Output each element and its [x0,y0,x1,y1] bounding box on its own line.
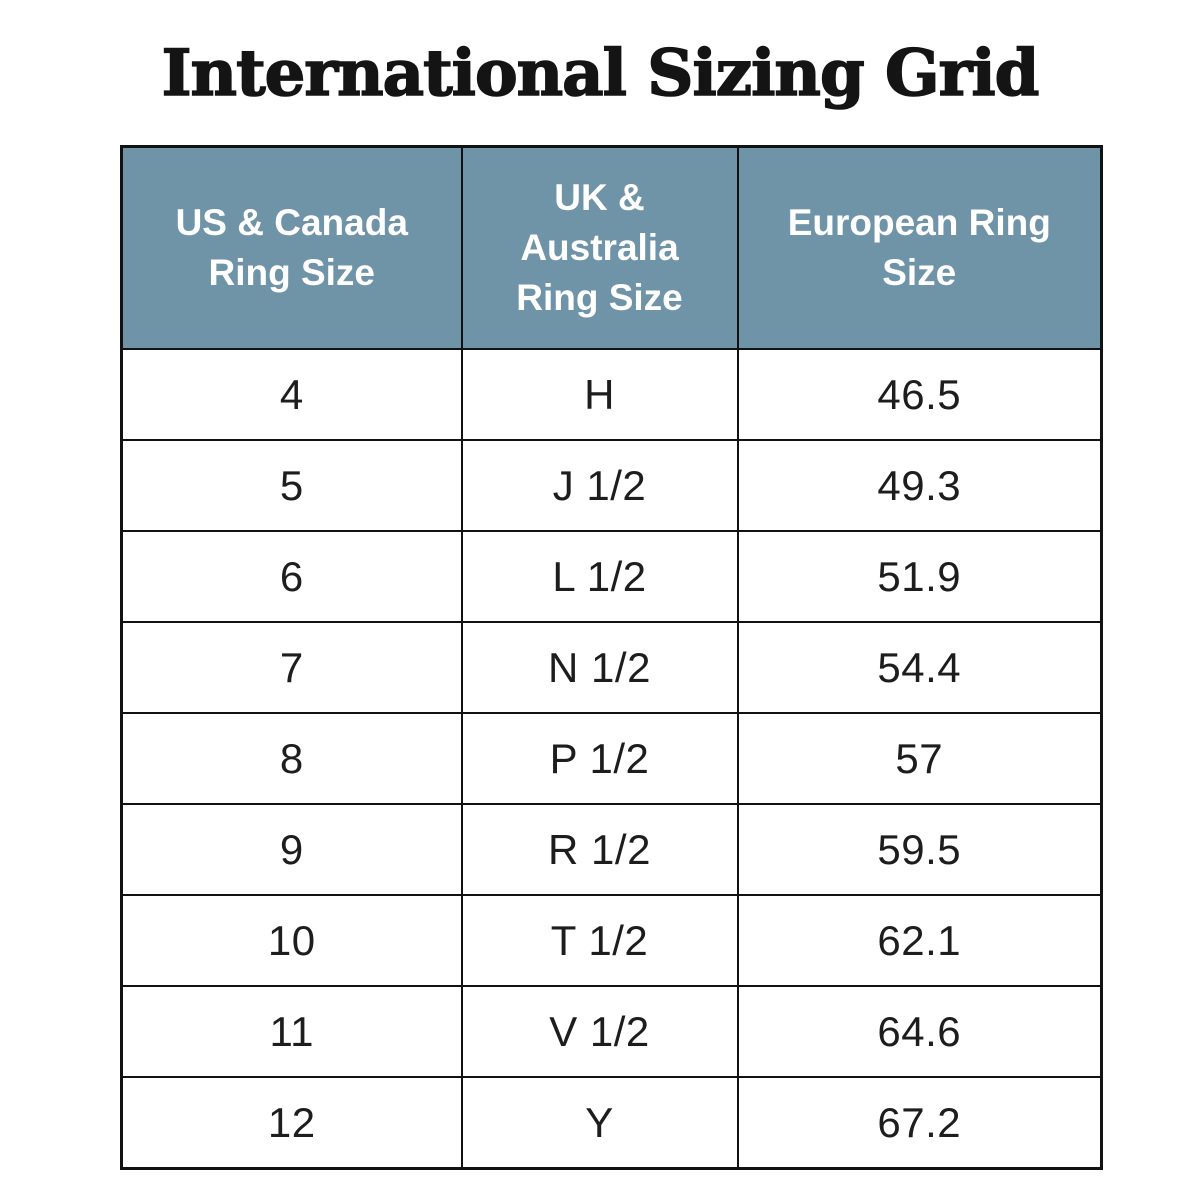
us-size-cell: 10 [120,894,463,987]
header-row: US & Canada Ring Size UK & Australia Rin… [120,145,1103,350]
uk-size-cell: P 1/2 [460,712,739,805]
us-size-cell: 5 [120,439,463,532]
table-row: 4 H 46.5 [120,348,1103,441]
eu-size-cell: 46.5 [736,348,1103,441]
eu-size-cell: 62.1 [736,894,1103,987]
header-european-ring-size: European Ring Size [736,145,1103,350]
table-row: 7 N 1/2 54.4 [120,621,1103,714]
us-size-cell: 9 [120,803,463,896]
uk-size-cell: V 1/2 [460,985,739,1078]
table-row: 10 T 1/2 62.1 [120,894,1103,987]
uk-size-cell: N 1/2 [460,621,739,714]
uk-size-cell: L 1/2 [460,530,739,623]
sizing-table: US & Canada Ring Size UK & Australia Rin… [120,145,1103,1170]
table-row: 8 P 1/2 57 [120,712,1103,805]
header-uk-australia-ring-size: UK & Australia Ring Size [460,145,739,350]
header-line: Ring Size [208,252,376,293]
table-row: 5 J 1/2 49.3 [120,439,1103,532]
eu-size-cell: 64.6 [736,985,1103,1078]
header-us-canada-ring-size: US & Canada Ring Size [120,145,463,350]
table-row: 6 L 1/2 51.9 [120,530,1103,623]
uk-size-cell: T 1/2 [460,894,739,987]
page-title: International Sizing Grid [161,36,1040,111]
uk-size-cell: H [460,348,739,441]
eu-size-cell: 59.5 [736,803,1103,896]
table-row: 9 R 1/2 59.5 [120,803,1103,896]
uk-size-cell: R 1/2 [460,803,739,896]
header-line: US & Canada [175,201,408,243]
eu-size-cell: 51.9 [736,530,1103,623]
eu-size-cell: 54.4 [736,621,1103,714]
header-line: Size [882,252,957,293]
us-size-cell: 7 [120,621,463,714]
eu-size-cell: 57 [736,712,1103,805]
us-size-cell: 4 [120,348,463,441]
eu-size-cell: 49.3 [736,439,1103,532]
table-row: 11 V 1/2 64.6 [120,985,1103,1078]
header-line: European Ring [787,201,1051,243]
us-size-cell: 12 [120,1076,463,1170]
header-line: Ring Size [516,277,683,319]
uk-size-cell: Y [460,1076,739,1170]
us-size-cell: 11 [120,985,463,1078]
uk-size-cell: J 1/2 [460,439,739,532]
header-line: UK & [554,176,645,218]
header-line: Australia [520,226,679,268]
eu-size-cell: 67.2 [736,1076,1103,1170]
us-size-cell: 6 [120,530,463,623]
table-row: 12 Y 67.2 [120,1076,1103,1170]
us-size-cell: 8 [120,712,463,805]
